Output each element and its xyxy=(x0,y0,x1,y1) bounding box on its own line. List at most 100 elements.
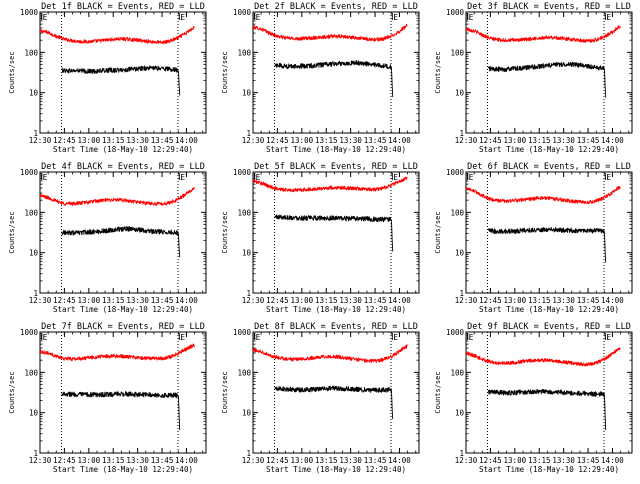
y-tick-label: 10 xyxy=(29,409,39,418)
events-series-line xyxy=(487,226,607,263)
x-tick-label: 13:00 xyxy=(504,296,527,305)
events-series-line xyxy=(487,388,607,431)
x-tick-label: 13:00 xyxy=(291,456,314,465)
x-tick-label: 12:45 xyxy=(53,136,76,145)
x-tick-label: 12:30 xyxy=(242,296,265,305)
y-axis-label: Counts/sec xyxy=(434,211,442,253)
lld-series-line xyxy=(466,347,621,367)
x-axis-label: Start Time (18-May-10 12:29:40) xyxy=(479,145,619,154)
x-tick-label: 14:00 xyxy=(175,296,198,305)
x-tick-label: 12:45 xyxy=(53,296,76,305)
y-tick-label: 100 xyxy=(450,368,464,377)
panel-title: Det 6f BLACK = Events, RED = LLD xyxy=(467,162,631,172)
y-tick-label: 1000 xyxy=(233,328,252,337)
y-tick-label: 100 xyxy=(450,48,464,57)
end-marker-label: E xyxy=(393,333,398,342)
x-axis-label: Start Time (18-May-10 12:29:40) xyxy=(266,465,406,474)
y-axis-label: Counts/sec xyxy=(8,51,16,93)
end-marker-label: E xyxy=(469,13,474,22)
y-tick-label: 1 xyxy=(33,289,38,298)
x-tick-label: 12:30 xyxy=(242,136,265,145)
x-tick-label: 12:30 xyxy=(29,296,52,305)
end-marker-label: E xyxy=(43,173,48,182)
x-tick-label: 14:00 xyxy=(388,456,411,465)
events-series-line xyxy=(274,214,394,252)
y-tick-label: 1000 xyxy=(233,168,252,177)
y-tick-label: 1000 xyxy=(20,168,39,177)
end-marker-label: E xyxy=(256,13,261,22)
end-marker-label: E xyxy=(43,333,48,342)
y-tick-label: 10 xyxy=(455,409,465,418)
x-tick-label: 14:00 xyxy=(175,456,198,465)
x-tick-label: 12:45 xyxy=(266,296,289,305)
y-tick-label: 1000 xyxy=(20,328,39,337)
x-tick-label: 13:15 xyxy=(315,296,338,305)
y-tick-label: 1 xyxy=(459,289,464,298)
panel-title: Det 7f BLACK = Events, RED = LLD xyxy=(41,322,205,332)
plot-frame xyxy=(465,171,633,294)
panel-6: Det 6f BLACK = Events, RED = LLD 1 10 100 10… xyxy=(434,162,633,314)
x-tick-label: 12:45 xyxy=(479,296,502,305)
x-tick-label: 13:30 xyxy=(552,296,575,305)
x-tick-label: 13:15 xyxy=(528,136,551,145)
x-tick-label: 14:00 xyxy=(175,136,198,145)
x-axis-label: Start Time (18-May-10 12:29:40) xyxy=(479,465,619,474)
x-tick-label: 13:15 xyxy=(528,296,551,305)
x-tick-label: 12:45 xyxy=(266,456,289,465)
y-tick-label: 1 xyxy=(459,449,464,458)
x-tick-label: 12:45 xyxy=(479,456,502,465)
lld-series-line xyxy=(253,344,408,364)
x-axis-label: Start Time (18-May-10 12:29:40) xyxy=(266,305,406,314)
x-tick-label: 13:00 xyxy=(78,296,101,305)
panel-5: Det 5f BLACK = Events, RED = LLD 1 10 100 10… xyxy=(221,162,420,314)
events-series-line xyxy=(61,226,181,258)
x-tick-label: 14:00 xyxy=(601,456,624,465)
x-tick-label: 14:00 xyxy=(388,136,411,145)
x-tick-label: 12:45 xyxy=(53,456,76,465)
x-tick-label: 13:15 xyxy=(315,136,338,145)
plot-frame xyxy=(252,11,420,134)
x-axis-label: Start Time (18-May-10 12:29:40) xyxy=(53,465,193,474)
x-tick-label: 13:00 xyxy=(291,136,314,145)
y-tick-label: 1000 xyxy=(233,8,252,17)
y-axis-label: Counts/sec xyxy=(434,371,442,413)
x-tick-label: 13:30 xyxy=(552,456,575,465)
y-tick-label: 10 xyxy=(455,249,465,258)
end-marker-label: E xyxy=(256,173,261,182)
y-tick-label: 10 xyxy=(455,89,465,98)
end-marker-label: E xyxy=(393,173,398,182)
y-tick-label: 1000 xyxy=(446,328,465,337)
lld-series-line xyxy=(40,26,195,45)
x-tick-label: 13:15 xyxy=(102,456,125,465)
x-tick-label: 13:15 xyxy=(315,456,338,465)
y-tick-label: 100 xyxy=(237,208,251,217)
y-tick-label: 1000 xyxy=(446,8,465,17)
panel-title: Det 3f BLACK = Events, RED = LLD xyxy=(467,2,631,12)
end-marker-label: E xyxy=(606,173,611,182)
x-tick-label: 14:00 xyxy=(601,136,624,145)
lld-series-line xyxy=(253,176,408,193)
end-marker-label: E xyxy=(180,333,185,342)
y-tick-label: 10 xyxy=(242,409,252,418)
end-marker-label: E xyxy=(180,173,185,182)
x-tick-label: 13:30 xyxy=(126,456,149,465)
y-axis-label: Counts/sec xyxy=(221,371,229,413)
panel-title: Det 2f BLACK = Events, RED = LLD xyxy=(254,2,418,12)
x-tick-label: 12:30 xyxy=(455,456,478,465)
end-marker-label: E xyxy=(256,333,261,342)
panel-1: Det 1f BLACK = Events, RED = LLD 1 10 100 10… xyxy=(8,2,207,154)
y-tick-label: 100 xyxy=(450,208,464,217)
end-marker-label: E xyxy=(393,13,398,22)
x-tick-label: 13:45 xyxy=(364,136,387,145)
end-marker-label: E xyxy=(469,173,474,182)
x-tick-label: 13:30 xyxy=(339,136,362,145)
x-tick-label: 13:30 xyxy=(552,136,575,145)
y-tick-label: 1 xyxy=(459,129,464,138)
events-series-line xyxy=(274,385,394,420)
x-tick-label: 12:30 xyxy=(455,136,478,145)
events-series-line xyxy=(61,65,181,96)
y-tick-label: 1 xyxy=(33,129,38,138)
panel-title: Det 5f BLACK = Events, RED = LLD xyxy=(254,162,418,172)
end-marker-label: E xyxy=(180,13,185,22)
